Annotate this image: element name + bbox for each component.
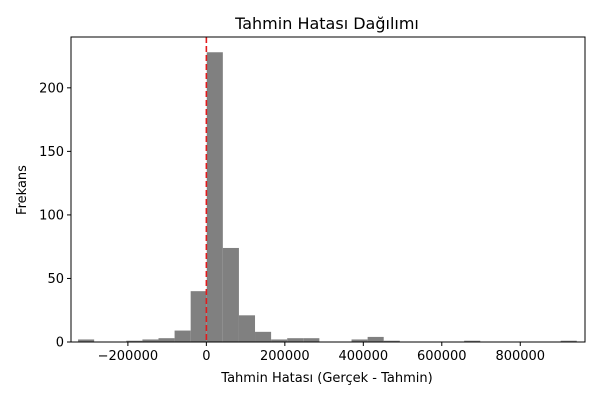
plot-frame	[70, 36, 586, 343]
histogram-bar	[464, 340, 481, 342]
x-tick-label: 200000	[260, 349, 310, 364]
x-axis-ticks: −200000 0 200000 400000 600000 800000	[98, 342, 545, 364]
histogram-bar	[271, 339, 288, 342]
histogram-bar	[190, 291, 207, 342]
x-tick-label: 0	[202, 349, 210, 364]
y-axis-label: Frekans	[15, 165, 30, 215]
histogram-bar	[255, 331, 272, 342]
y-tick-label: 50	[47, 272, 64, 287]
histogram-bar	[383, 340, 400, 342]
y-tick-label: 0	[56, 336, 64, 351]
histogram-bar	[222, 247, 239, 342]
x-tick-label: −200000	[98, 349, 159, 364]
histogram-bar	[206, 52, 223, 342]
y-tick-label: 200	[39, 81, 64, 96]
histogram-bar	[303, 338, 320, 342]
histogram-bar	[560, 340, 577, 342]
x-tick-label: 800000	[495, 349, 545, 364]
x-tick-label: 400000	[338, 349, 388, 364]
bars-group	[78, 52, 577, 342]
y-axis-ticks: 0 50 100 150 200	[39, 81, 71, 351]
histogram-bar	[158, 338, 175, 342]
histogram-bar	[238, 315, 256, 342]
histogram-bar	[351, 339, 368, 342]
chart-title: Tahmin Hatası Dağılımı	[234, 14, 419, 33]
x-tick-label: 600000	[417, 349, 467, 364]
histogram-bar	[367, 336, 384, 342]
histogram-bar	[287, 338, 304, 342]
histogram-bar	[142, 339, 159, 342]
y-tick-label: 100	[39, 208, 64, 223]
y-tick-label: 150	[39, 145, 64, 160]
x-axis-label: Tahmin Hatası (Gerçek - Tahmin)	[220, 371, 432, 386]
histogram-bar	[174, 330, 191, 342]
histogram-bar	[78, 339, 95, 342]
histogram-bar	[126, 340, 143, 342]
